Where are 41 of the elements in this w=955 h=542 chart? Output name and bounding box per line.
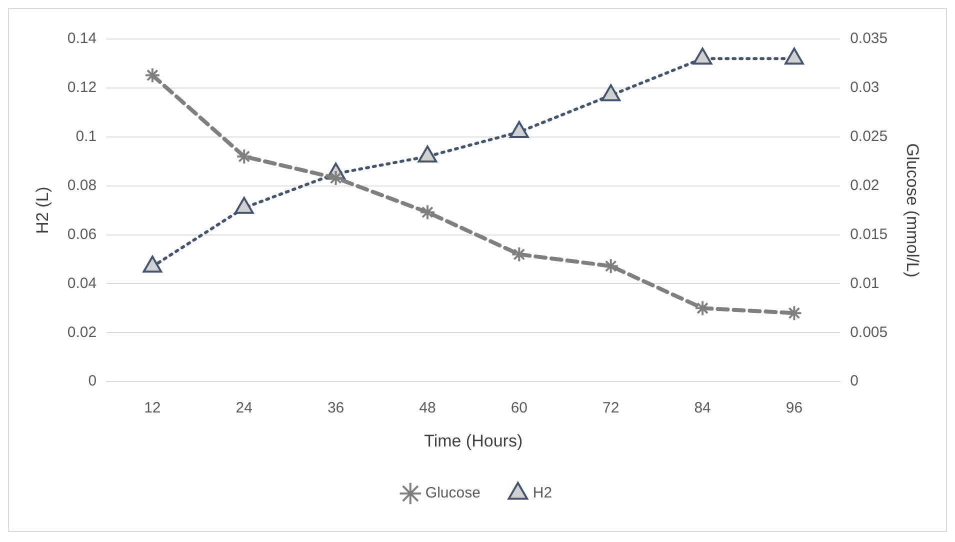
y-tick-label: 0.1	[76, 128, 97, 146]
x-tick-label: 12	[144, 400, 161, 417]
legend-label: Glucose	[425, 484, 480, 502]
y-tick-label: 0.04	[67, 274, 97, 292]
y2-tick-label: 0.025	[850, 128, 888, 146]
x-tick-label: 96	[786, 400, 803, 417]
point	[418, 145, 438, 162]
y-tick-label: 0.02	[67, 324, 97, 341]
y2-tick-label: 0.01	[850, 274, 880, 292]
y2-tick-label: 0	[850, 372, 858, 390]
y2-tick-label: 0.03	[850, 79, 880, 96]
x-tick-label: 36	[327, 400, 344, 417]
y2-tick-label: 0.005	[850, 324, 888, 341]
point	[692, 48, 712, 65]
x-tick-label: 60	[510, 400, 528, 417]
point	[601, 84, 621, 102]
point	[236, 148, 252, 164]
y-tick-label: 0.12	[67, 79, 97, 96]
y2-axis-title: Glucose (mmol/L)	[903, 143, 922, 278]
point	[419, 204, 436, 220]
y-tick-label: 0.06	[67, 226, 97, 243]
point	[784, 48, 804, 65]
y2-tick-label: 0.015	[850, 226, 888, 243]
point	[511, 246, 528, 262]
point	[602, 258, 619, 274]
x-tick-label: 84	[694, 400, 711, 417]
point	[234, 196, 254, 214]
point	[144, 67, 160, 84]
point	[142, 256, 162, 273]
y-tick-label: 0.14	[67, 30, 97, 48]
y-axis-title: H2 (L)	[32, 186, 52, 234]
x-tick-label: 48	[419, 400, 436, 417]
x-tick-label: 72	[602, 400, 620, 417]
y2-tick-label: 0.035	[850, 30, 888, 48]
legend-label: H2	[532, 484, 552, 502]
y-tick-label: 0	[88, 372, 97, 390]
x-tick-label: 24	[236, 400, 252, 417]
y2-tick-label: 0.02	[850, 176, 880, 194]
y-tick-label: 0.08	[67, 176, 97, 194]
point	[510, 120, 529, 138]
x-axis-title: Time (Hours)	[424, 431, 523, 450]
